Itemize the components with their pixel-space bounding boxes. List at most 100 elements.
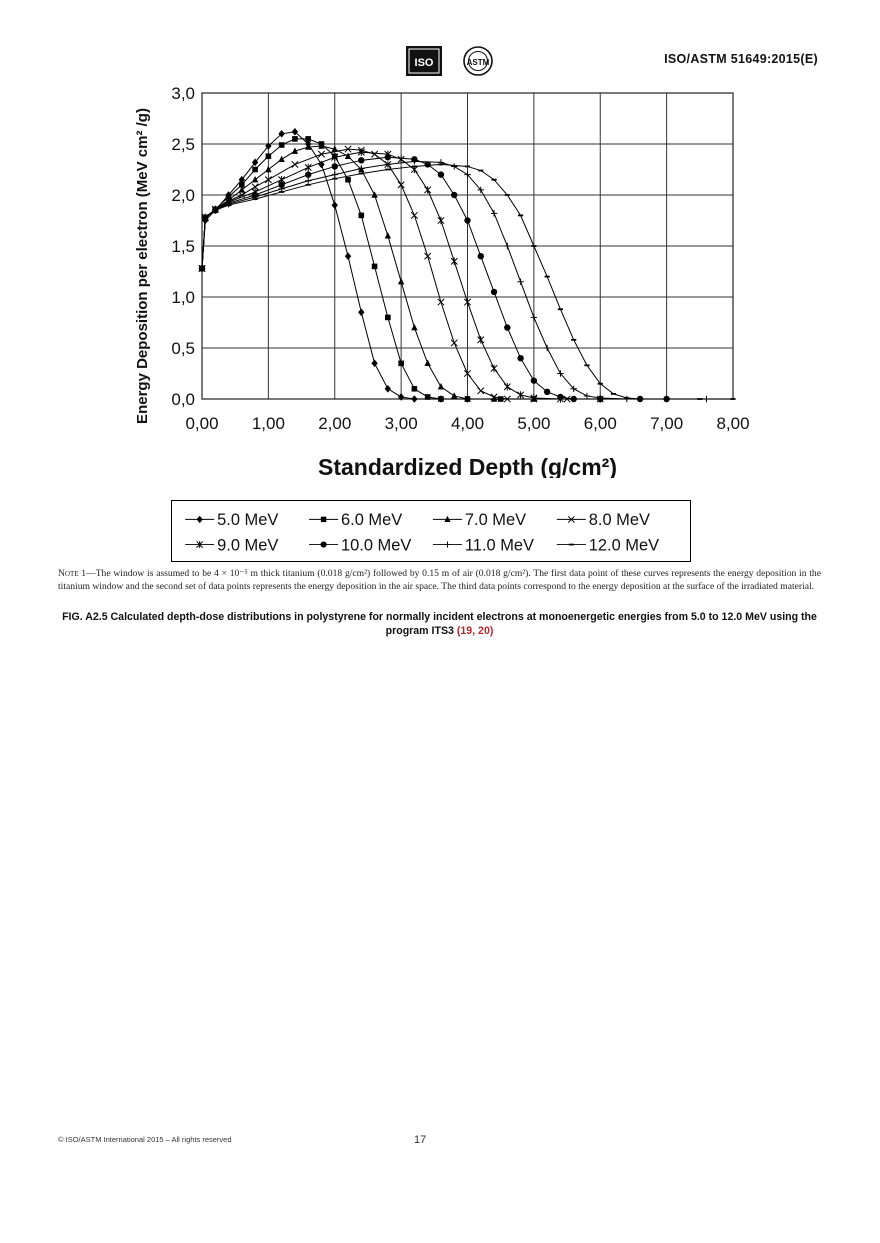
data-point [291,127,299,136]
data-point [384,154,392,161]
legend-label: 8.0 MeV [589,511,650,529]
data-point [278,185,285,193]
data-point [437,216,445,225]
data-point [570,395,577,403]
y-tick-label: 3,0 [171,84,195,103]
series-line [201,138,501,400]
data-point [530,314,538,321]
y-tick-label: 0,0 [171,390,195,409]
data-point [477,186,484,194]
data-point [291,147,299,154]
data-point [358,157,365,164]
data-point [344,152,352,159]
data-point [317,150,326,158]
page-number: 17 [414,1134,427,1146]
data-point [437,171,445,178]
data-point [464,395,471,402]
series-10-0-mev [198,154,670,403]
data-point [463,298,472,306]
header-logos: ISO ASTM [406,46,493,76]
data-point [424,359,431,366]
data-point [517,355,524,362]
data-point [371,150,379,158]
data-point [251,183,259,191]
data-point [567,515,575,523]
data-point [438,396,444,402]
data-point [305,177,312,184]
data-point [238,191,246,199]
data-point [464,217,471,224]
data-point [477,387,485,395]
data-point [437,298,445,306]
data-point [238,175,246,184]
data-point [411,386,418,392]
note-text: —The window is assumed to be 4 × 10⁻⁵ m … [58,568,821,592]
data-point [384,232,392,239]
data-point [358,308,365,317]
figure-caption: FIG. A2.5 Calculated depth-dose distribu… [58,611,821,638]
legend-label: 7.0 MeV [465,511,526,529]
data-point [278,181,285,188]
data-point [264,176,272,184]
data-point [292,136,298,142]
legend-label: 11.0 MeV [465,536,534,554]
data-point [384,161,392,168]
x-tick-label: 1,00 [252,414,285,433]
y-tick-label: 1,5 [171,237,195,256]
data-point [444,515,451,522]
data-point [530,394,538,402]
x-tick-label: 7,00 [650,414,683,433]
data-point [331,171,338,178]
data-point [238,186,246,193]
series-11-0-mev [198,158,710,403]
data-point [196,540,204,549]
depth-dose-chart: 0,00 1,00 2,00 3,00 4,00 5,00 6,00 7,00 8,00 0,0 0… [134,84,750,478]
iso-logo: ISO [406,46,442,76]
data-point [265,153,272,160]
data-point [320,541,327,548]
data-point [331,201,338,209]
y-tick-label: 2,0 [171,186,195,205]
data-point [450,339,458,347]
series-12-0-mev [199,163,736,400]
legend-item: 10.0 MeV [309,536,411,554]
caption-reference-link[interactable]: (19, 20) [456,624,494,637]
data-point [251,176,259,183]
data-point [265,165,272,173]
data-point [504,324,511,331]
data-point [305,171,312,178]
data-point [358,212,365,219]
data-point [357,148,365,156]
x-tick-label: 8,00 [716,414,749,433]
y-tick-label: 2,5 [171,135,195,154]
data-point [490,395,498,402]
data-point [477,336,485,344]
data-point [345,176,351,183]
series-8-0-mev [198,145,571,403]
data-point [444,541,451,548]
data-point [490,364,498,373]
data-point [318,142,325,149]
data-point [437,383,445,390]
data-point [411,158,418,165]
data-point [451,191,458,199]
chart-legend: 5.0 MeV 6.0 MeV 7.0 MeV 8.0 MeV 9.0 MeV 10.0 … [171,500,691,562]
data-point [344,145,352,153]
legend-item: 7.0 MeV [432,511,526,529]
data-point [397,393,405,401]
legend-label: 6.0 MeV [341,511,402,529]
data-point [463,369,472,378]
legend-item: 12.0 MeV [556,536,659,554]
x-tick-label: 0,00 [185,414,218,433]
legend-item: 11.0 MeV [432,536,534,554]
data-point [490,210,498,217]
data-point [371,263,378,270]
data-point [424,394,431,400]
legend-label: 9.0 MeV [217,536,278,554]
legend-item: 9.0 MeV [185,536,278,554]
data-point [503,383,511,391]
series-line [201,131,468,400]
data-point [583,392,591,400]
data-point [397,155,405,163]
data-point [398,360,404,367]
